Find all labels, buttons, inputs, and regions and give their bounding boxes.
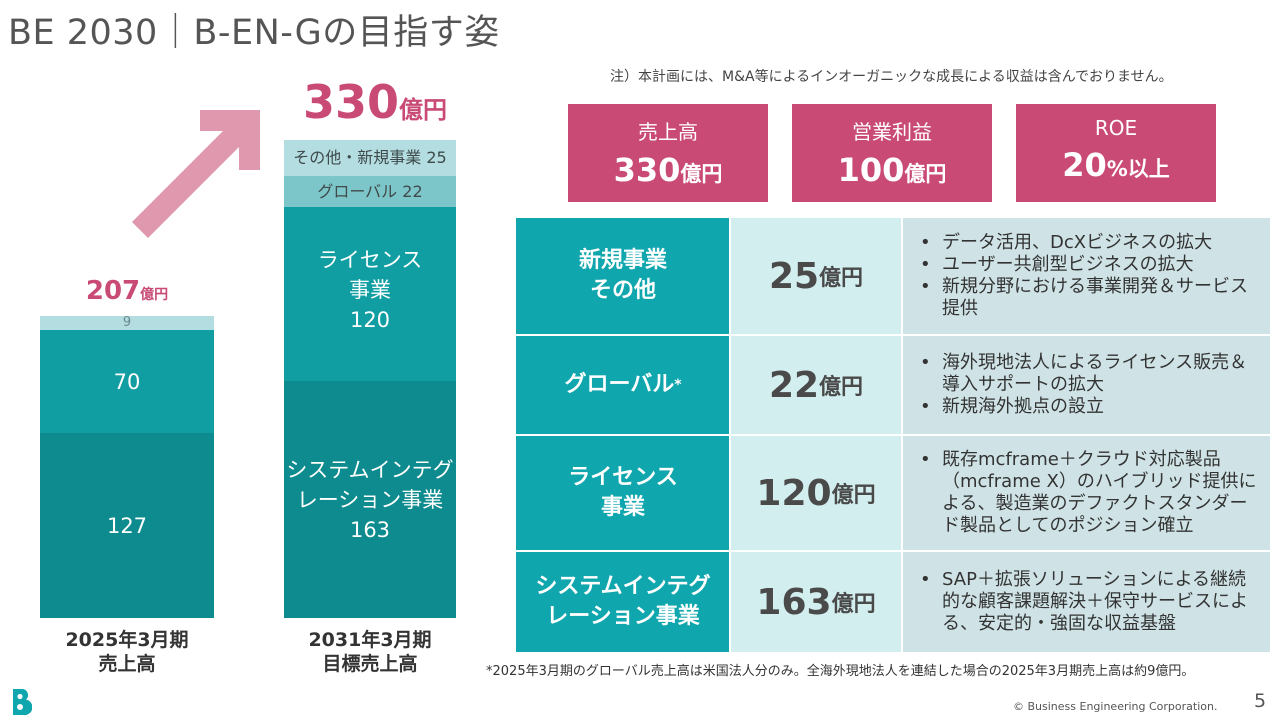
bar-2031-license-label-2: 事業 — [349, 278, 391, 302]
bar-2031-license-label-3: 120 — [349, 308, 391, 332]
kpi-op-value: 100億円 — [792, 151, 992, 189]
row-1-bullet-3: 新規分野における事業開発＆サービス提供 — [916, 276, 1260, 320]
bar-2031-license-label-1: ライセンス — [317, 248, 423, 272]
row-4-category-line2: レーション事業 — [546, 604, 700, 629]
row-1-category-line2: その他 — [589, 278, 656, 303]
row-2-value-unit: 億円 — [819, 375, 864, 400]
table-row-4-value: 163 億円 — [730, 552, 902, 652]
bar-2025-global-label: 9 — [122, 315, 132, 330]
bar-2025-si-label: 127 — [106, 513, 148, 538]
table-row-2-category: グローバル * — [516, 336, 730, 434]
bar-2025-global: 9 — [40, 316, 214, 330]
kpi-sales-number: 330 — [613, 151, 681, 189]
x-label-2031-line1: 2031年3月期 — [308, 629, 432, 651]
total-label-2025: 207億円 — [40, 276, 214, 306]
x-label-2031-line2: 目標売上高 — [322, 653, 418, 675]
kpi-roe: ROE 20%以上 — [1016, 104, 1216, 202]
bar-2031-other-label: その他・新規事業 25 — [293, 148, 447, 167]
total-value-2031: 330 — [302, 75, 400, 129]
bar-2031-other: その他・新規事業 25 — [284, 140, 456, 176]
kpi-sales-unit: 億円 — [680, 162, 723, 186]
kpi-operating-profit: 営業利益 100億円 — [792, 104, 992, 202]
kpi-roe-unit: %以上 — [1106, 157, 1170, 181]
row-2-category-line1: グローバル — [564, 372, 675, 397]
bar-2025-license: 70 — [40, 330, 214, 433]
kpi-sales-label: 売上高 — [638, 120, 698, 144]
total-value-2025: 207 — [85, 276, 141, 306]
table-row-3-value: 120 億円 — [730, 436, 902, 550]
bar-2031-si: システムインテグ レーション事業 163 — [284, 381, 456, 618]
total-label-2031: 330億円 — [290, 74, 460, 138]
bar-2031-si-label-2: レーション事業 — [296, 488, 444, 512]
row-4-category-line1: システムインテグ — [535, 574, 711, 599]
row-3-value-unit: 億円 — [831, 483, 876, 508]
kpi-op-unit: 億円 — [904, 162, 947, 186]
bar-2031-global: グローバル 22 — [284, 176, 456, 207]
b-logo-icon — [13, 688, 32, 716]
row-4-bullet-1: SAP＋拡張ソリューションによる継続的な顧客課題解決＋保守サービスによる、安定的… — [916, 569, 1260, 635]
bar-2031-si-label-3: 163 — [349, 518, 391, 542]
bar-2031-si-label-1: システムインテグ — [286, 458, 454, 482]
row-3-bullet-1: 既存mcframe＋クラウド対応製品（mcframe X）のハイブリッド提供によ… — [916, 449, 1260, 537]
footnote: *2025年3月期のグローバル売上高は米国法人分のみ。全海外現地法人を連結した場… — [486, 664, 1195, 679]
row-2-bullet-2: 新規海外拠点の設立 — [916, 396, 1260, 418]
table-row-4-category: システムインテグ レーション事業 — [516, 552, 730, 652]
total-unit-2031: 億円 — [399, 96, 448, 124]
table-row-3-category: ライセンス 事業 — [516, 436, 730, 550]
row-1-category-line1: 新規事業 — [578, 248, 667, 273]
table-row-3-description: 既存mcframe＋クラウド対応製品（mcframe X）のハイブリッド提供によ… — [902, 436, 1270, 550]
x-label-2031: 2031年3月期 目標売上高 — [284, 628, 456, 676]
table-row-4-description: SAP＋拡張ソリューションによる継続的な顧客課題解決＋保守サービスによる、安定的… — [902, 552, 1270, 652]
copyright: © Business Engineering Corporation. — [1013, 700, 1218, 713]
row-2-bullet-1: 海外現地法人によるライセンス販売＆導入サポートの拡大 — [916, 352, 1260, 396]
kpi-roe-value: 20%以上 — [1016, 146, 1216, 184]
plan-note: 注）本計画には、M&A等によるインオーガニックな成長による収益は含んでおりません… — [610, 69, 1173, 85]
row-4-value-number: 163 — [756, 581, 832, 623]
x-label-2025-line1: 2025年3月期 — [65, 629, 189, 651]
bar-2025-si: 127 — [40, 433, 214, 618]
total-unit-2025: 億円 — [140, 287, 169, 303]
row-3-category-line2: 事業 — [600, 495, 645, 520]
growth-arrow-icon — [132, 110, 260, 240]
row-3-value-number: 120 — [756, 472, 832, 514]
table-divider-v2 — [901, 218, 903, 652]
bar-2025-license-label: 70 — [113, 369, 141, 394]
table-row-1-category: 新規事業 その他 — [516, 218, 730, 334]
kpi-roe-number: 20 — [1062, 146, 1107, 184]
page-number: 5 — [1254, 690, 1267, 712]
kpi-sales-value: 330億円 — [568, 151, 768, 189]
table-row-1-value: 25 億円 — [730, 218, 902, 334]
row-1-value-unit: 億円 — [819, 266, 864, 291]
row-2-category-footnote-mark: * — [674, 377, 682, 393]
kpi-op-label: 営業利益 — [852, 120, 932, 144]
row-1-bullet-2: ユーザー共創型ビジネスの拡大 — [916, 254, 1260, 276]
bar-2031-global-label: グローバル 22 — [317, 181, 423, 201]
x-label-2025: 2025年3月期 売上高 — [40, 628, 214, 676]
x-label-2025-line2: 売上高 — [98, 653, 156, 675]
row-1-value-number: 25 — [768, 255, 820, 297]
row-1-bullet-1: データ活用、DcXビジネスの拡大 — [916, 232, 1260, 254]
table-divider-v1 — [729, 218, 731, 652]
kpi-op-number: 100 — [837, 151, 905, 189]
page-title: BE 2030｜B-EN-Gの目指す姿 — [8, 13, 500, 53]
row-2-value-number: 22 — [768, 364, 820, 406]
table-row-1-description: データ活用、DcXビジネスの拡大 ユーザー共創型ビジネスの拡大 新規分野における… — [902, 218, 1270, 334]
row-4-value-unit: 億円 — [831, 592, 876, 617]
kpi-sales: 売上高 330億円 — [568, 104, 768, 202]
bar-2031-license: ライセンス 事業 120 — [284, 207, 456, 381]
row-3-category-line1: ライセンス — [568, 465, 678, 490]
table-row-2-value: 22 億円 — [730, 336, 902, 434]
table-row-2-description: 海外現地法人によるライセンス販売＆導入サポートの拡大 新規海外拠点の設立 — [902, 336, 1270, 434]
kpi-roe-label: ROE — [1094, 116, 1138, 140]
